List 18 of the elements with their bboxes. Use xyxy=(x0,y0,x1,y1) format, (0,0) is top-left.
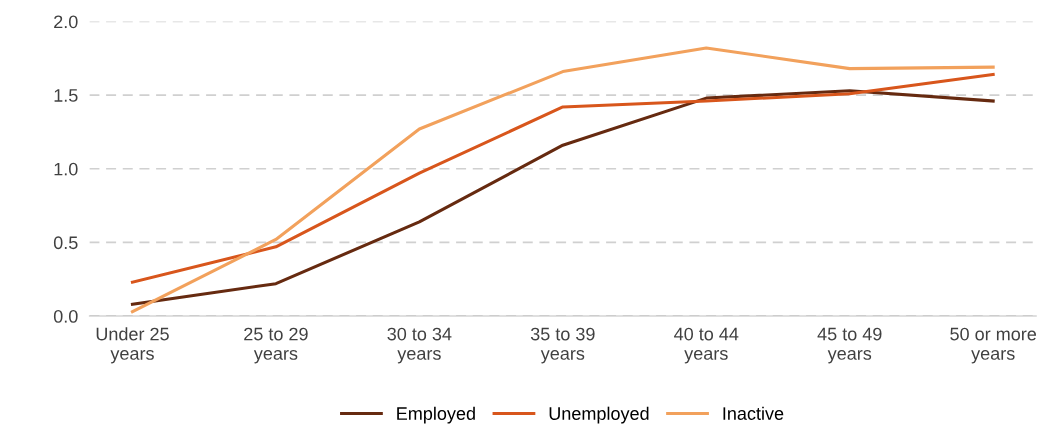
line-series xyxy=(130,89,995,306)
x-tick-label: 35 to 39 years xyxy=(530,327,595,364)
y-tick-label: 0.0 xyxy=(53,309,78,323)
x-tick-label: 50 or more years xyxy=(950,327,1037,364)
x-tick-label: 30 to 34 years xyxy=(387,327,452,364)
y-tick-label: 1.0 xyxy=(54,162,78,176)
y-tick-label: 2.0 xyxy=(54,15,78,29)
legend-label: Unemployed xyxy=(549,406,649,424)
x-tick-label: Under 25 years xyxy=(96,327,169,364)
y-tick-label: 1.5 xyxy=(54,89,78,102)
line-series xyxy=(130,72,995,284)
y-tick-label: 0.5 xyxy=(53,236,78,250)
x-tick-label: 25 to 29 years xyxy=(244,327,308,364)
x-tick-label: 45 to 49 years xyxy=(817,327,882,364)
x-tick-label: 40 to 44 years xyxy=(674,327,739,364)
line-series xyxy=(130,46,995,314)
legend-label: Inactive xyxy=(723,406,784,420)
legend-label: Employed xyxy=(397,406,475,424)
